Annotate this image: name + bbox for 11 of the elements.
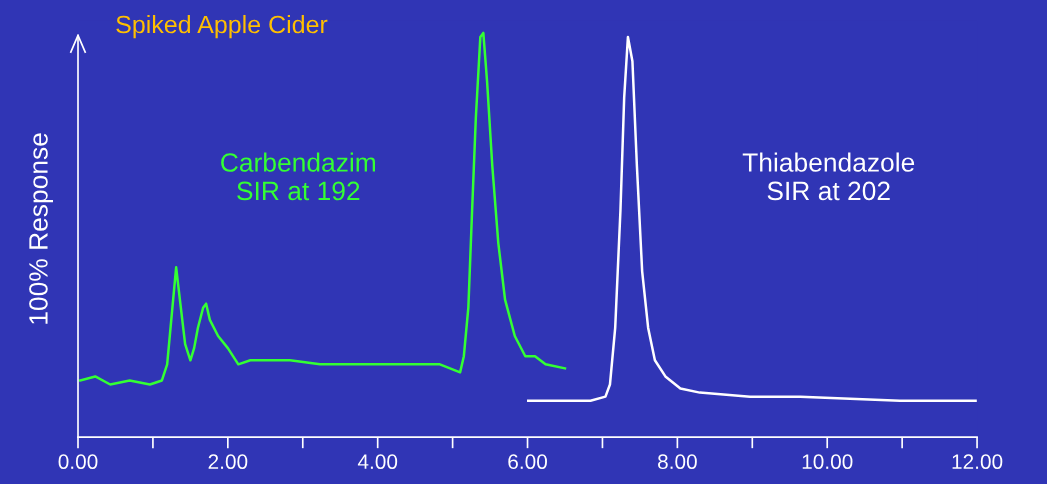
x-tick-label: 12.00 (952, 454, 1003, 470)
x-tick-label: 8.00 (658, 454, 697, 470)
x-tick-label: 2.00 (208, 454, 248, 470)
x-tick-label: 10.00 (802, 454, 853, 470)
y-axis-title: 100% Response (29, 133, 53, 324)
text: Carbendazim SIR at 192 (221, 152, 376, 201)
text: Thiabendazole SIR at 202 (742, 152, 915, 201)
x-tick-label: 0.00 (58, 454, 98, 470)
chart-title: Spiked Apple Cider (116, 14, 328, 39)
x-tick-label: 6.00 (508, 454, 547, 470)
x-tick-label: 4.00 (357, 454, 398, 470)
